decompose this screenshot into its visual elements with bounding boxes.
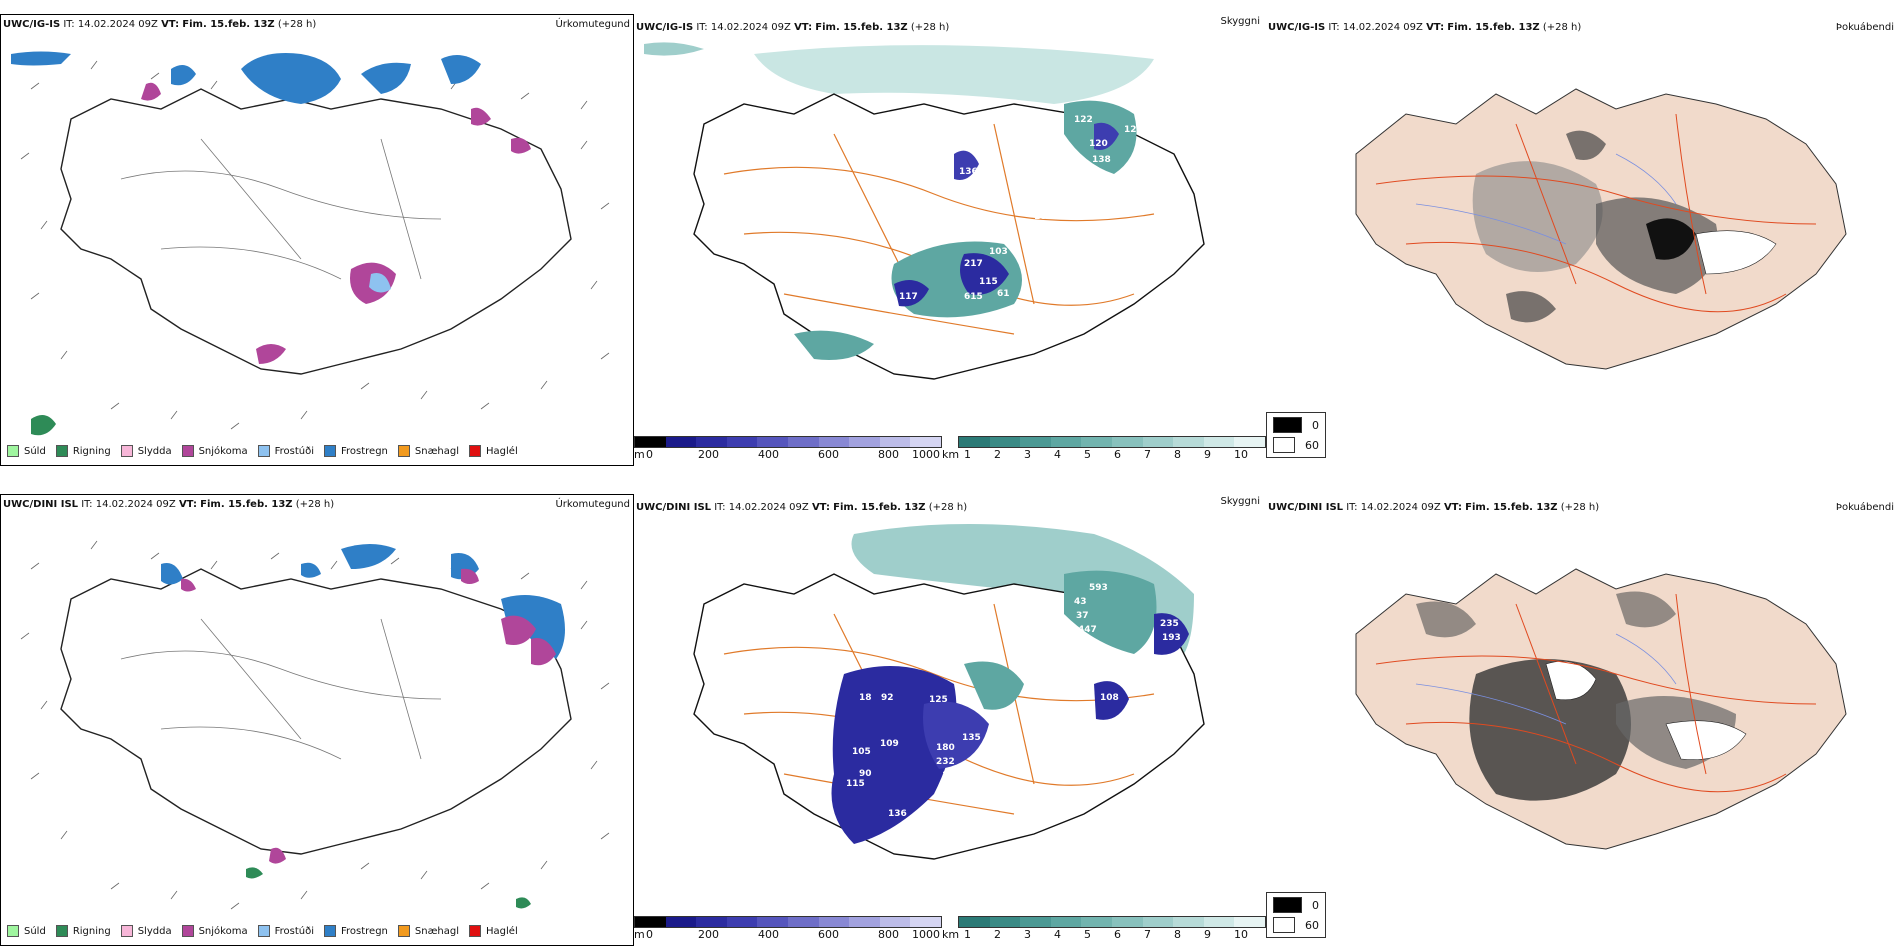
panel-header: UWC/DINI ISL IT: 14.02.2024 09Z VT: Fim.… [3,499,335,510]
visibility-value: 232 [936,757,955,767]
legend-item-slydda: Slydda [120,925,172,937]
visibility-value: 18 [859,693,872,703]
visibility-value: 282 [1142,655,1161,665]
legend-item-slydda: Slydda [120,445,172,457]
visibility-value: 115 [846,779,865,789]
panel-header: UWC/IG-IS IT: 14.02.2024 09Z VT: Fim. 15… [636,22,950,33]
legend-item-snaehagl: Snæhagl [397,925,459,937]
fog-legend: 0 60 [1266,412,1326,458]
iceland-precip-map [11,51,610,436]
visibility-value: 593 [1089,583,1108,593]
iceland-fog-map [1355,568,1847,850]
visibility-value: 117 [899,292,918,302]
visibility-value: 109 [880,739,899,749]
visibility-value: 159 [942,771,961,781]
visibility-value: 136 [888,809,907,819]
visibility-value: 186 [1034,212,1053,222]
iceland-fog-map [1355,88,1847,370]
visibility-value: 108 [1100,693,1119,703]
visibility-value: 15 [1019,227,1032,237]
iceland-visibility-map: 593 235 193 282 108 43 37 447 18 92 125 … [693,524,1205,860]
visibility-value: 235 [1160,619,1179,629]
legend-item-haglel: Haglél [469,445,518,457]
visibility-value: 122 [1074,115,1093,125]
legend-item-snjokoma: Snjókoma [181,925,248,937]
panel-title: Úrkomutegund [555,19,630,30]
visibility-value: 447 [1078,625,1097,635]
visibility-value: 43 [1074,597,1087,607]
legend-item-frostregn: Frostregn [324,445,388,457]
panel-title: Skyggni [1220,16,1260,27]
legend-item-rigning: Rigning [55,925,111,937]
visibility-value: 217 [964,259,983,269]
visibility-value: 61 [997,289,1010,299]
visibility-value: 193 [1162,633,1181,643]
visibility-value: 138 [1092,155,1111,165]
panel-header: UWC/DINI ISL IT: 14.02.2024 09Z VT: Fim.… [1268,502,1600,513]
visibility-value: 123 [1124,125,1143,135]
visibility-value: 88 [1039,591,1052,601]
visibility-value: 90 [859,769,872,779]
legend-item-frostudi: Frostúði [257,445,314,457]
panel-header: UWC/IG-IS IT: 14.02.2024 09Z VT: Fim. 15… [1268,22,1582,33]
legend-item-snaehagl: Snæhagl [397,445,459,457]
panel-title: Úrkomutegund [555,499,630,510]
legend-item-frostregn: Frostregn [324,925,388,937]
fog-legend: 0 60 [1266,892,1326,938]
legend-item-rigning: Rigning [55,445,111,457]
iceland-precip-map [20,540,610,910]
height-colorbar [634,436,942,448]
visibility-value: 37 [1076,611,1089,621]
panel-title: Þokuábendi [1835,502,1894,513]
visibility-value: 180 [936,743,955,753]
panel-title: Þokuábendi [1835,22,1894,33]
km-colorbar [958,916,1266,928]
legend-item-haglel: Haglél [469,925,518,937]
panel-header: UWC/DINI ISL IT: 14.02.2024 09Z VT: Fim.… [636,502,968,513]
precip-type-panel-bottom: UWC/DINI ISL IT: 14.02.2024 09Z VT: Fim.… [0,494,634,946]
visibility-value: 200 [1096,175,1115,185]
visibility-value: 115 [979,277,998,287]
legend-item-frostudi: Frostúði [257,925,314,937]
precip-type-legend: Súld Rigning Slydda Snjókoma Frostúði Fr… [7,445,528,457]
visibility-panel-bottom: UWC/DINI ISL IT: 14.02.2024 09Z VT: Fim.… [634,494,1266,944]
visibility-value: 615 [964,292,983,302]
panel-header: UWC/IG-IS IT: 14.02.2024 09Z VT: Fim. 15… [3,19,317,30]
iceland-visibility-map: 122 123 120 138 200 136 103 217 115 117 … [644,42,1205,380]
height-colorbar [634,916,942,928]
visibility-value: 120 [1089,139,1108,149]
panel-title: Skyggni [1220,496,1260,507]
precip-type-legend: Súld Rigning Slydda Snjókoma Frostúði Fr… [7,925,528,937]
fog-index-panel-top: UWC/IG-IS IT: 14.02.2024 09Z VT: Fim. 15… [1266,14,1900,464]
legend-item-suld: Súld [7,925,46,937]
visibility-value: 92 [881,693,894,703]
visibility-value: 105 [852,747,871,757]
precip-type-panel-top: UWC/IG-IS IT: 14.02.2024 09Z VT: Fim. 15… [0,14,634,466]
legend-item-snjokoma: Snjókoma [181,445,248,457]
visibility-value: 135 [962,733,981,743]
visibility-value: 136 [959,167,978,177]
visibility-value: 125 [929,695,948,705]
visibility-panel-top: UWC/IG-IS IT: 14.02.2024 09Z VT: Fim. 15… [634,14,1266,464]
visibility-value: 103 [989,247,1008,257]
km-colorbar [958,436,1266,448]
fog-index-panel-bottom: UWC/DINI ISL IT: 14.02.2024 09Z VT: Fim.… [1266,494,1900,944]
legend-item-suld: Súld [7,445,46,457]
